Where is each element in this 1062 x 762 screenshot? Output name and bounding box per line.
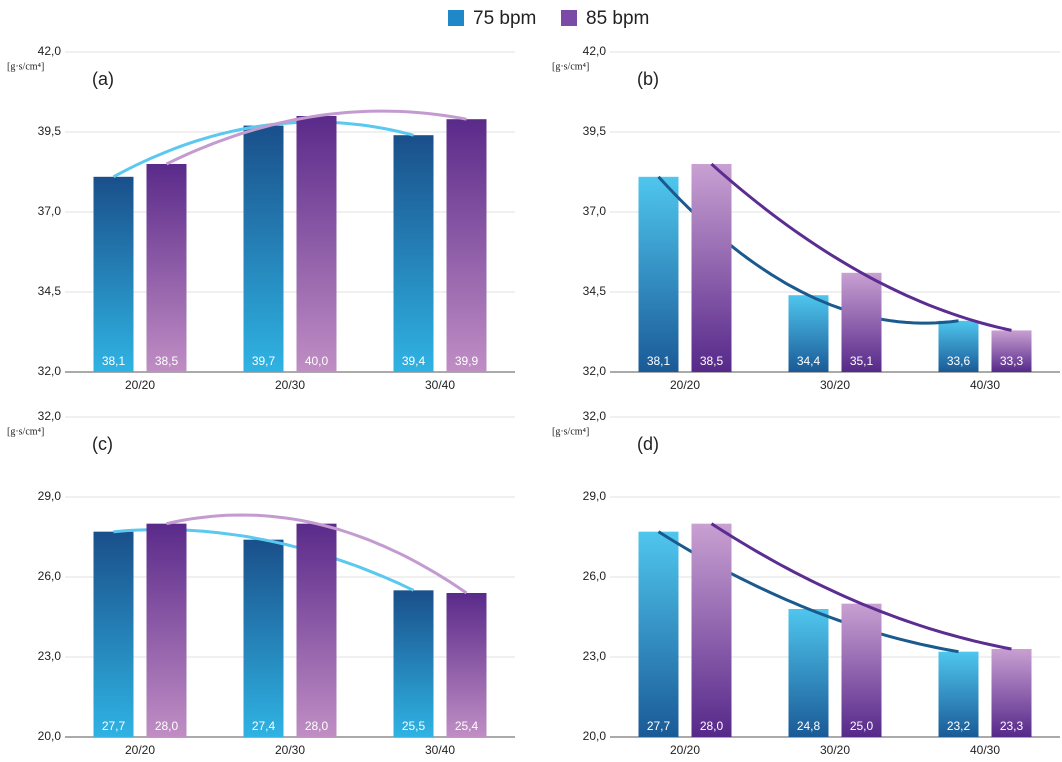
- bar: [93, 176, 134, 372]
- panel-label: (a): [92, 69, 114, 89]
- y-tick-label: 42,0: [583, 44, 607, 58]
- y-tick-label: 32,0: [583, 409, 607, 423]
- value-label: 38,1: [647, 354, 671, 368]
- value-label: 25,0: [850, 719, 874, 733]
- x-tick-label: 20/20: [125, 378, 155, 392]
- y-tick-label: 20,0: [38, 729, 62, 743]
- x-tick-label: 30/40: [425, 743, 455, 757]
- bar: [93, 531, 134, 737]
- y-axis-label: [g·s/cm⁴]: [552, 426, 589, 437]
- value-label: 39,4: [402, 354, 426, 368]
- value-label: 39,7: [252, 354, 276, 368]
- y-tick-label: 34,5: [583, 284, 607, 298]
- bar: [146, 164, 187, 372]
- x-tick-label: 20/30: [275, 743, 305, 757]
- value-label: 27,7: [647, 719, 671, 733]
- bar: [638, 531, 679, 737]
- bar: [991, 330, 1032, 372]
- value-label: 38,1: [102, 354, 126, 368]
- legend-label: 85 bpm: [586, 8, 649, 29]
- value-label: 34,4: [797, 354, 821, 368]
- bar: [296, 523, 337, 737]
- value-label: 35,1: [850, 354, 874, 368]
- value-label: 38,5: [155, 354, 179, 368]
- trend-line: [710, 522, 1012, 651]
- y-tick-label: 37,0: [583, 204, 607, 218]
- y-axis-label: [g·s/cm⁴]: [7, 426, 44, 437]
- value-label: 25,5: [402, 719, 426, 733]
- bar: [446, 593, 487, 737]
- bar: [446, 119, 487, 372]
- value-label: 23,3: [1000, 719, 1024, 733]
- value-label: 38,5: [700, 354, 724, 368]
- bar: [788, 609, 829, 737]
- y-tick-label: 29,0: [583, 489, 607, 503]
- x-tick-label: 20/30: [275, 378, 305, 392]
- value-label: 25,4: [455, 719, 479, 733]
- value-label: 33,3: [1000, 354, 1024, 368]
- value-label: 27,7: [102, 719, 126, 733]
- y-tick-label: 34,5: [38, 284, 62, 298]
- value-label: 24,8: [797, 719, 821, 733]
- y-tick-label: 29,0: [38, 489, 62, 503]
- x-tick-label: 30/20: [820, 743, 850, 757]
- x-tick-label: 20/20: [670, 743, 700, 757]
- bar: [841, 603, 882, 737]
- bar: [691, 164, 732, 372]
- bar: [243, 539, 284, 737]
- x-tick-label: 40/30: [970, 378, 1000, 392]
- y-tick-label: 42,0: [38, 44, 62, 58]
- legend-swatch: [561, 10, 577, 26]
- y-tick-label: 26,0: [583, 569, 607, 583]
- y-tick-label: 37,0: [38, 204, 62, 218]
- value-label: 27,4: [252, 719, 276, 733]
- bar: [638, 176, 679, 372]
- panel-label: (d): [637, 434, 659, 454]
- y-tick-label: 20,0: [583, 729, 607, 743]
- value-label: 28,0: [305, 719, 329, 733]
- trend-line: [165, 109, 467, 166]
- bar: [938, 651, 979, 737]
- value-label: 40,0: [305, 354, 329, 368]
- legend-label: 75 bpm: [473, 8, 536, 29]
- value-label: 23,2: [947, 719, 971, 733]
- x-tick-label: 20/20: [670, 378, 700, 392]
- panel-label: (c): [92, 434, 113, 454]
- trend-line: [166, 513, 468, 595]
- y-tick-label: 32,0: [38, 409, 62, 423]
- bar: [991, 649, 1032, 737]
- bar: [296, 116, 337, 372]
- y-tick-label: 26,0: [38, 569, 62, 583]
- bar: [243, 125, 284, 372]
- y-axis-label: [g·s/cm⁴]: [552, 61, 589, 72]
- bar: [393, 590, 434, 737]
- trend-line: [710, 162, 1012, 332]
- bar: [938, 320, 979, 372]
- bar: [788, 295, 829, 372]
- bar: [393, 135, 434, 372]
- y-tick-label: 32,0: [583, 364, 607, 378]
- x-tick-label: 30/40: [425, 378, 455, 392]
- value-label: 28,0: [155, 719, 179, 733]
- panel-label: (b): [637, 69, 659, 89]
- y-tick-label: 23,0: [583, 649, 607, 663]
- bar: [841, 272, 882, 372]
- y-axis-label: [g·s/cm⁴]: [7, 61, 44, 72]
- y-tick-label: 39,5: [38, 124, 62, 138]
- x-tick-label: 30/20: [820, 378, 850, 392]
- y-tick-label: 39,5: [583, 124, 607, 138]
- bar: [146, 523, 187, 737]
- value-label: 39,9: [455, 354, 479, 368]
- x-tick-label: 20/20: [125, 743, 155, 757]
- value-label: 28,0: [700, 719, 724, 733]
- y-tick-label: 32,0: [38, 364, 62, 378]
- value-label: 33,6: [947, 354, 971, 368]
- legend-swatch: [448, 10, 464, 26]
- x-tick-label: 40/30: [970, 743, 1000, 757]
- y-tick-label: 23,0: [38, 649, 62, 663]
- bar: [691, 523, 732, 737]
